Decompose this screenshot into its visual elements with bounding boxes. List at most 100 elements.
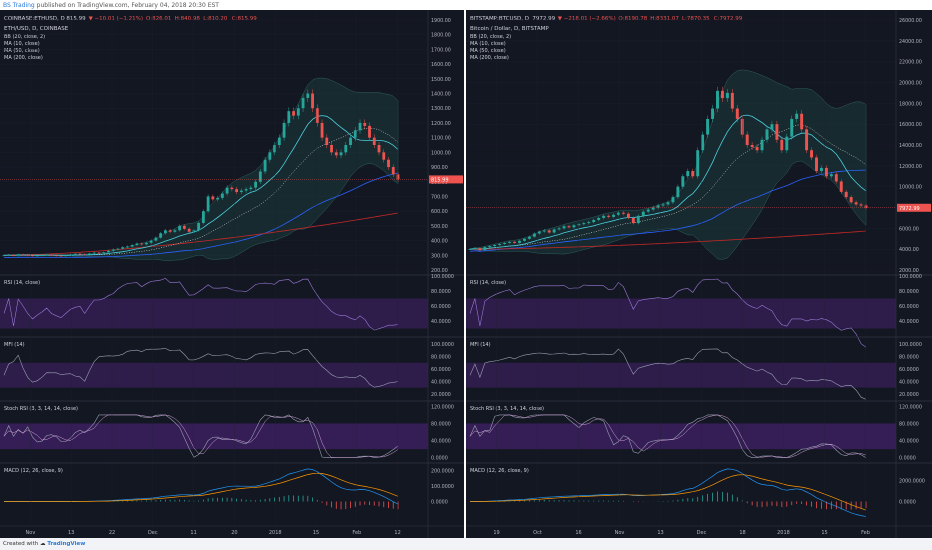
candle-body — [353, 130, 357, 138]
indicator-label-1: MA (10, close) — [470, 41, 506, 47]
stoch-d-line — [3, 414, 399, 458]
candle-body — [363, 122, 367, 126]
rsi-line — [469, 278, 867, 348]
price-tick-label: 1600.00 — [431, 62, 451, 68]
candle-body — [785, 136, 789, 151]
candle-body — [320, 122, 324, 138]
btc-chart-panel[interactable]: BITSTAMP:BTCUSD, D 7972.99 ▼ −218.01 (−2.6… — [466, 10, 932, 538]
rsi-tick-label: 60.0000 — [431, 304, 451, 310]
candle-body — [239, 190, 243, 193]
tradingview-link[interactable]: TradingView — [47, 541, 86, 547]
indicator-label-2: MA (50, close) — [470, 48, 506, 54]
rsi-band — [466, 298, 896, 329]
bollinger-band — [3, 77, 399, 261]
price-tick-label: 1500.00 — [431, 77, 451, 83]
candle-body — [69, 254, 72, 256]
candle-body — [73, 253, 77, 255]
candle-body — [273, 145, 276, 153]
author-link[interactable]: BS Trading — [3, 2, 35, 9]
candle-body — [676, 186, 680, 198]
candle-body — [220, 193, 224, 198]
header-value-5: C:7972.99 — [714, 16, 743, 22]
stoch-tick-label: 80.0000 — [899, 421, 919, 427]
candle-body — [834, 174, 838, 182]
candle-body — [661, 204, 665, 206]
stoch-band — [0, 423, 428, 450]
price-tick-label: 1000.00 — [431, 150, 451, 156]
candle-body — [503, 242, 507, 244]
eth-chart-panel[interactable]: COINBASE:ETHUSD, D 815.99 ▼ −10.01 (−1.21%… — [0, 10, 464, 538]
candle-body — [696, 150, 700, 177]
price-tick-label: 1200.00 — [431, 121, 451, 127]
candle-body — [121, 247, 125, 249]
candle-body — [844, 191, 848, 198]
candle-body — [12, 255, 15, 256]
candle-body — [244, 189, 248, 191]
candle-body — [126, 246, 129, 248]
candle-body — [493, 245, 497, 247]
time-tick-label: Oct — [533, 530, 542, 536]
candle-body — [587, 222, 591, 224]
last-price-tag — [429, 175, 463, 184]
time-tick-label: 13 — [657, 530, 663, 536]
candle-body — [473, 248, 477, 250]
candle-body — [258, 171, 262, 182]
candle-body — [775, 124, 779, 140]
candle-body — [263, 159, 267, 172]
candle-body — [40, 255, 44, 256]
price-tick-label: 700.00 — [431, 194, 448, 200]
rsi-title: RSI (14, close) — [4, 280, 40, 286]
candle-body — [508, 241, 512, 243]
mfi-tick-label: 100.0000 — [431, 342, 454, 348]
btc-chart-svg[interactable]: BITSTAMP:BTCUSD, D 7972.99 ▼ −218.01 (−2.6… — [466, 10, 932, 538]
price-tick-label: 300.00 — [431, 253, 448, 259]
time-tick-label: 15 — [821, 530, 827, 536]
header-value-3: H:840.98 — [175, 16, 201, 22]
price-tick-label: 1400.00 — [431, 92, 451, 98]
candle-body — [790, 118, 794, 137]
indicator-label-0: BB (20, close, 2) — [4, 34, 45, 40]
candle-body — [391, 167, 395, 175]
candle-body — [178, 225, 182, 231]
tradingview-logo-icon: ☁ — [39, 541, 46, 547]
candle-body — [542, 230, 546, 232]
price-tick-label: 600.00 — [431, 209, 448, 215]
ma50-line — [469, 169, 867, 252]
macd-tick-label: 0.0000 — [899, 500, 916, 506]
eth-chart-svg[interactable]: COINBASE:ETHUSD, D 815.99 ▼ −10.01 (−1.21%… — [0, 10, 464, 538]
candle-body — [130, 245, 134, 247]
candle-body — [50, 254, 53, 256]
mfi-title: MFI (14) — [470, 342, 491, 348]
header-value-5: C:815.99 — [232, 16, 257, 22]
candle-body — [254, 181, 257, 188]
macd-line — [4, 468, 399, 505]
indicator-label-1: MA (10, close) — [4, 41, 40, 47]
candle-body — [154, 237, 158, 241]
ma200-line — [4, 212, 399, 256]
candle-body — [216, 197, 220, 200]
candle-body — [795, 113, 799, 119]
price-tick-label: 900.00 — [431, 165, 448, 171]
ma10-line — [469, 114, 867, 250]
candle-body — [45, 254, 49, 256]
stoch-tick-label: 80.0000 — [431, 421, 451, 427]
candle-body — [701, 134, 705, 151]
candle-body — [582, 223, 586, 225]
candle-body — [646, 209, 650, 212]
mfi-tick-label: 20.0000 — [899, 392, 919, 398]
macd-tick-label: 100.0000 — [431, 484, 454, 490]
pane-title: Bitcoin / Dollar, D, BITSTAMP — [470, 26, 549, 32]
mfi-band — [0, 362, 428, 388]
candle-body — [92, 252, 96, 254]
candle-body — [750, 145, 754, 148]
macd-line — [469, 468, 867, 517]
candle-body — [292, 111, 295, 116]
candle-body — [287, 111, 291, 123]
rsi-title: RSI (14, close) — [470, 280, 506, 286]
candle-body — [372, 137, 376, 145]
mfi-line — [3, 348, 399, 388]
pane-title: ETH/USD, D, COINBASE — [4, 26, 69, 32]
candle-body — [145, 242, 148, 245]
candle-body — [691, 171, 695, 177]
candle-body — [815, 157, 818, 172]
